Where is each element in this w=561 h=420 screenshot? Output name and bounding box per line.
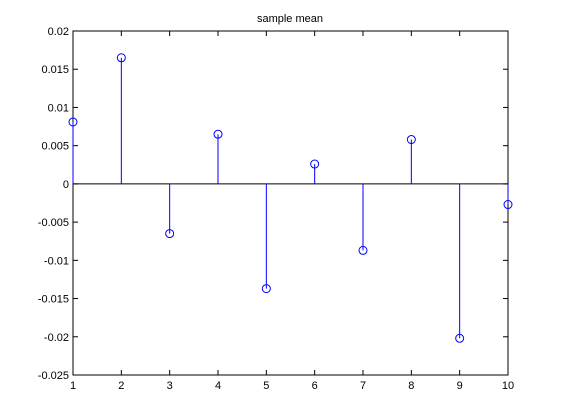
stem-marker [358, 245, 368, 255]
y-tick-label: 0.005 [41, 141, 69, 153]
y-tick-label: 0 [63, 179, 69, 191]
stem-marker [116, 53, 126, 63]
y-tick-label: 0.015 [41, 64, 69, 76]
y-tick-label: -0.005 [38, 217, 69, 229]
stem-marker [310, 159, 320, 169]
y-tick-label: 0.01 [48, 102, 69, 114]
stem-marker [213, 129, 223, 139]
stem-marker [406, 135, 416, 145]
plot-area: 0.02 0.015 0.01 0.005 0 -0.005 -0.01 -0.015 -0.0… [38, 26, 514, 392]
x-tick-label: 4 [215, 380, 221, 392]
x-tick-label: 8 [408, 380, 414, 392]
stem-marker [68, 117, 78, 127]
stem-marker [503, 200, 513, 210]
x-tick-label: 1 [70, 380, 76, 392]
stem-marker [455, 333, 465, 343]
x-tick-label: 7 [360, 380, 366, 392]
stem-marker [261, 284, 271, 294]
x-tick-label: 10 [502, 380, 514, 392]
chart-title: sample mean [257, 13, 323, 25]
x-tick-label: 2 [118, 380, 124, 392]
y-tick-label: -0.015 [38, 294, 69, 306]
y-tick-label: -0.01 [44, 255, 69, 267]
y-tick-label: 0.02 [48, 26, 69, 38]
stem-marker [165, 229, 175, 239]
x-tick-label: 3 [167, 380, 173, 392]
x-tick-label: 5 [263, 380, 269, 392]
x-tick-label: 9 [457, 380, 463, 392]
x-tick-label: 6 [312, 380, 318, 392]
y-tick-label: -0.02 [44, 332, 69, 344]
y-tick-label: -0.025 [38, 370, 69, 382]
